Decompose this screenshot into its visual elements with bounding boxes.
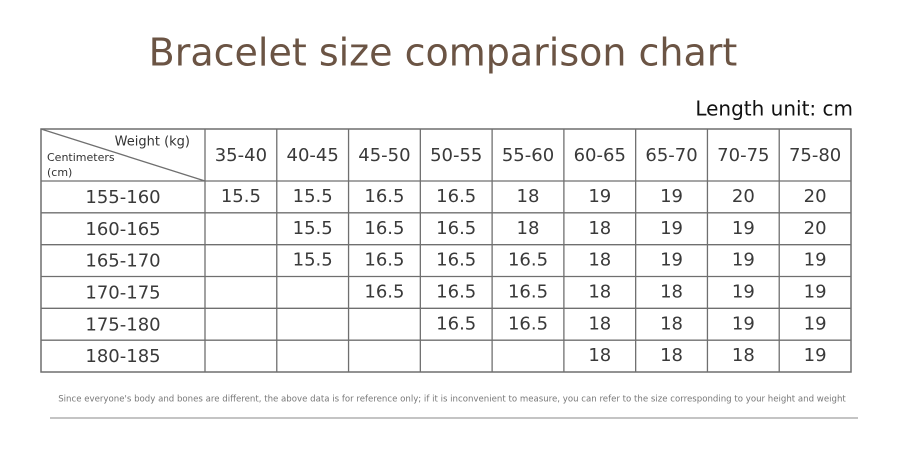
column-header: 50-55 [430,145,482,166]
size-cell: 16.5 [508,313,548,334]
size-cell: 15.5 [293,218,333,239]
corner-diagonal [40,128,206,182]
size-cell: 16.5 [436,313,476,334]
unit-note: Length unit: cm [695,97,853,121]
size-cell: 18 [588,218,611,239]
size-cell: 16.5 [436,218,476,239]
size-cell: 16.5 [436,281,476,302]
size-cell: 19 [732,313,755,334]
size-cell: 16.5 [436,250,476,271]
size-cell: 19 [804,313,827,334]
size-cell: 18 [588,313,611,334]
row-header: 155-160 [85,187,160,208]
size-cell: 19 [804,345,827,366]
size-cell: 15.5 [221,186,261,207]
size-cell: 18 [588,250,611,271]
corner-cm-unit: (cm) [47,166,72,179]
column-header: 65-70 [645,145,697,166]
corner-weight: Weight (kg) [115,135,190,150]
column-header: 35-40 [215,145,267,166]
size-cell: 18 [588,281,611,302]
size-cell: 16.5 [364,186,404,207]
column-header: 40-45 [287,145,339,166]
size-cell: 18 [517,218,540,239]
size-cell: 19 [804,250,827,271]
size-cell: 18 [517,186,540,207]
size-cell: 19 [660,250,683,271]
size-cell: 18 [660,313,683,334]
size-cell: 20 [804,186,827,207]
size-cell: 20 [732,186,755,207]
column-header: 70-75 [717,145,769,166]
title: Bracelet size comparison chart [149,31,738,75]
table-border [40,128,852,373]
column-header: 55-60 [502,145,554,166]
size-cell: 15.5 [293,250,333,271]
size-cell: 18 [588,345,611,366]
row-header: 170-175 [85,282,160,303]
size-cell: 18 [660,281,683,302]
row-header: 175-180 [85,314,160,335]
size-cell: 19 [732,281,755,302]
size-cell: 16.5 [508,281,548,302]
size-cell: 16.5 [364,281,404,302]
size-cell: 19 [732,250,755,271]
column-header: 60-65 [574,145,626,166]
size-cell: 15.5 [293,186,333,207]
size-cell: 19 [804,281,827,302]
size-cell: 19 [660,186,683,207]
column-header: 45-50 [358,145,410,166]
footnote: Since everyone's body and bones are diff… [58,395,846,405]
size-cell: 20 [804,218,827,239]
size-cell: 18 [732,345,755,366]
row-header: 160-165 [85,219,160,240]
size-cell: 16.5 [508,250,548,271]
size-cell: 19 [732,218,755,239]
size-cell: 18 [660,345,683,366]
size-cell: 19 [588,186,611,207]
size-cell: 16.5 [364,250,404,271]
row-header: 180-185 [85,346,160,367]
size-cell: 19 [660,218,683,239]
size-cell: 16.5 [436,186,476,207]
row-header: 165-170 [85,251,160,272]
size-cell: 16.5 [364,218,404,239]
column-header: 75-80 [789,145,841,166]
corner-cm: Centimeters [47,151,115,164]
